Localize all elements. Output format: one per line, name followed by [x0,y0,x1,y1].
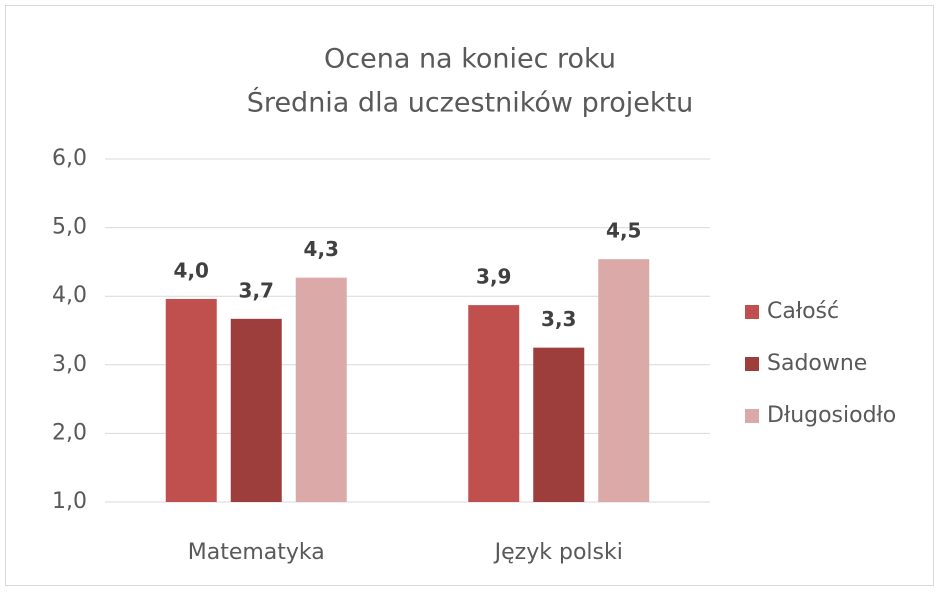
data-label: 4,5 [606,219,641,243]
chart-subtitle: Średnia dla uczestników projektu [247,87,693,119]
data-label: 3,3 [541,307,576,331]
bar [468,305,520,502]
x-tick-label: Matematyka [188,540,325,565]
legend-label: Długosiodło [767,403,896,428]
x-tick-label: Język polski [493,540,623,565]
data-label: 3,7 [239,278,274,302]
bar [230,318,282,502]
bar [295,277,347,502]
legend-label: Całość [767,299,839,324]
legend-swatch [745,357,759,371]
bar [598,259,650,502]
y-tick-label: 6,0 [52,146,87,171]
legend-swatch [745,409,759,423]
y-tick-label: 3,0 [52,352,87,377]
y-tick-label: 1,0 [52,489,87,514]
legend-swatch [745,305,759,319]
y-tick-label: 4,0 [52,283,87,308]
bar [533,347,585,502]
data-label: 4,3 [304,237,339,261]
y-tick-label: 5,0 [52,215,87,240]
chart-title: Ocena na koniec roku [324,44,616,75]
y-tick-label: 2,0 [52,420,87,445]
bar [165,298,217,502]
legend-label: Sadowne [767,351,867,376]
data-label: 3,9 [476,265,511,289]
data-label: 4,0 [174,258,209,282]
